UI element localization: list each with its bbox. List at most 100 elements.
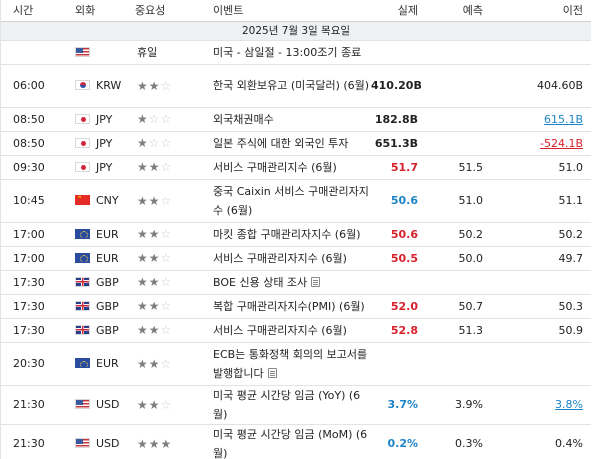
currency-code: USD xyxy=(96,437,120,450)
event-time: 08:50 xyxy=(1,131,63,156)
event-name[interactable]: 미국 평균 시간당 임금 (YoY) (6월) xyxy=(213,388,361,421)
event-cell[interactable]: 마킷 종합 구매관리자지수 (6월) xyxy=(201,222,371,247)
document-icon[interactable] xyxy=(311,276,321,287)
event-name[interactable]: BOE 신용 상태 조사 xyxy=(213,275,308,289)
star-empty-icon: ☆ xyxy=(160,323,173,337)
currency-code: JPY xyxy=(96,112,113,126)
event-cell[interactable]: 미국 평균 시간당 임금 (YoY) (6월) xyxy=(201,385,371,425)
event-cell[interactable]: 일본 주식에 대한 외국인 투자 xyxy=(201,131,371,156)
actual-value: 52.8 xyxy=(371,318,426,343)
previous-value[interactable]: 3.8% xyxy=(555,398,583,411)
document-icon[interactable] xyxy=(267,367,277,378)
star-filled-icon: ★ xyxy=(137,323,149,337)
event-name[interactable]: 마킷 종합 구매관리자지수 (6월) xyxy=(213,227,361,241)
event-name[interactable]: 외국채권매수 xyxy=(213,112,274,126)
star-filled-icon: ★ xyxy=(148,436,161,451)
previous-cell xyxy=(491,40,591,65)
table-row[interactable]: 06:00 KRW ★★☆ 한국 외환보유고 (미국달러) (6월) 410.20B 40… xyxy=(1,64,591,108)
event-time: 17:30 xyxy=(1,318,63,343)
event-name[interactable]: 복합 구매관리자지수(PMI) (6월) xyxy=(213,299,365,313)
table-row[interactable]: 17:30 GBP ★★☆ 서비스 구매관리자지수 (6월) 52.8 51.3 50.9 xyxy=(1,318,591,343)
event-cell[interactable]: 미국 - 삼일절 - 13:00조기 종료 xyxy=(201,40,371,65)
header-actual[interactable]: 실제 xyxy=(371,0,426,22)
event-name[interactable]: 중국 Caixin 서비스 구매관리자지수 (6월) xyxy=(213,184,369,217)
previous-value[interactable]: -524.1B xyxy=(539,136,583,150)
header-currency[interactable]: 외화 xyxy=(63,0,123,22)
event-cell[interactable]: 중국 Caixin 서비스 구매관리자지수 (6월) xyxy=(201,179,371,223)
currency-cell: GBP xyxy=(63,294,123,319)
table-row[interactable]: 21:30 USD ★★☆ 미국 평균 시간당 임금 (YoY) (6월) 3.7% 3.… xyxy=(1,385,591,425)
importance-cell: ★★☆ xyxy=(123,246,201,271)
us-flag-icon xyxy=(75,46,90,57)
previous-value[interactable]: 615.1B xyxy=(543,112,583,126)
importance-cell: 휴일 xyxy=(123,40,201,65)
previous-value: 50.9 xyxy=(558,323,584,337)
table-row[interactable]: 08:50 JPY ★☆☆ 외국채권매수 182.8B 615.1B xyxy=(1,107,591,132)
table-row[interactable]: 17:00 EUR ★★☆ 서비스 구매관리자지수 (6월) 50.5 50.0 49.7 xyxy=(1,246,591,271)
header-event[interactable]: 이벤트 xyxy=(201,0,371,22)
currency-cell: CNY xyxy=(63,179,123,223)
event-cell[interactable]: ECB는 통화정책 회의의 보고서를 발행합니다 xyxy=(201,342,371,386)
event-name[interactable]: 서비스 구매관리자지수 (6월) xyxy=(213,251,347,265)
actual-value xyxy=(371,342,426,386)
gb-flag-icon xyxy=(75,300,90,311)
header-previous[interactable]: 이전 xyxy=(491,0,591,22)
importance-stars: ★☆☆ xyxy=(137,112,172,126)
actual-value: 0.2% xyxy=(371,424,426,459)
event-name[interactable]: 서비스 구매관리자지수 (6월) xyxy=(213,323,347,337)
currency-code: EUR xyxy=(96,357,119,370)
importance-stars: ★★☆ xyxy=(137,299,172,313)
header-time[interactable]: 시간 xyxy=(1,0,63,22)
event-cell[interactable]: 서비스 구매관리자지수 (6월) xyxy=(201,318,371,343)
event-name[interactable]: 서비스 구매관리지수 (6월) xyxy=(213,160,337,174)
actual-value: 182.8B xyxy=(371,107,426,132)
header-importance[interactable]: 중요성 xyxy=(123,0,201,22)
event-cell[interactable]: 복합 구매관리자지수(PMI) (6월) xyxy=(201,294,371,319)
currency-code: USD xyxy=(96,398,120,411)
importance-text: 휴일 xyxy=(137,46,158,59)
table-row[interactable]: 17:00 EUR ★★☆ 마킷 종합 구매관리자지수 (6월) 50.6 50.2 50.… xyxy=(1,222,591,247)
actual-value: 52.0 xyxy=(371,294,426,319)
event-name[interactable]: 일본 주식에 대한 외국인 투자 xyxy=(213,136,349,150)
table-row[interactable]: 08:50 JPY ★☆☆ 일본 주식에 대한 외국인 투자 651.3B -524.1B xyxy=(1,131,591,156)
previous-value: 0.4% xyxy=(555,437,583,450)
previous-cell: 49.7 xyxy=(491,246,591,271)
star-empty-icon: ☆ xyxy=(160,193,173,208)
event-name[interactable]: 미국 - 삼일절 - 13:00조기 종료 xyxy=(213,45,362,59)
table-row[interactable]: 17:30 GBP ★★☆ 복합 구매관리자지수(PMI) (6월) 52.0 50.7 5… xyxy=(1,294,591,319)
previous-cell xyxy=(491,270,591,295)
importance-stars: ★☆☆ xyxy=(137,136,172,150)
star-filled-icon: ★ xyxy=(148,299,161,313)
importance-cell: ★★☆ xyxy=(123,318,201,343)
star-filled-icon: ★ xyxy=(148,356,161,371)
star-filled-icon: ★ xyxy=(148,78,161,93)
forecast-value xyxy=(426,64,491,108)
currency-code: GBP xyxy=(96,323,119,337)
event-cell[interactable]: 서비스 구매관리자지수 (6월) xyxy=(201,246,371,271)
event-name[interactable]: 미국 평균 시간당 임금 (MoM) (6월) xyxy=(213,427,368,459)
star-filled-icon: ★ xyxy=(148,193,161,208)
actual-value: 50.6 xyxy=(371,222,426,247)
event-cell[interactable]: 외국채권매수 xyxy=(201,107,371,132)
event-name[interactable]: 한국 외환보유고 (미국달러) (6월) xyxy=(213,79,370,92)
star-empty-icon: ☆ xyxy=(160,275,173,289)
table-row[interactable]: 21:30 USD ★★★ 미국 평균 시간당 임금 (MoM) (6월) 0.2% 0.… xyxy=(1,424,591,459)
star-empty-icon: ☆ xyxy=(160,397,173,412)
table-row[interactable]: 09:30 JPY ★★☆ 서비스 구매관리지수 (6월) 51.7 51.5 51.0 xyxy=(1,155,591,180)
gb-flag-icon xyxy=(75,324,90,335)
header-forecast[interactable]: 예측 xyxy=(426,0,491,22)
table-row[interactable]: 10:45CNY★★☆중국 Caixin 서비스 구매관리자지수 (6월)50.… xyxy=(1,179,591,223)
previous-cell: 615.1B xyxy=(491,107,591,132)
event-cell[interactable]: 서비스 구매관리지수 (6월) xyxy=(201,155,371,180)
importance-cell: ★★★ xyxy=(123,424,201,459)
event-name[interactable]: ECB는 통화정책 회의의 보고서를 발행합니다 xyxy=(213,347,368,380)
table-row[interactable]: 20:30 EUR ★★☆ ECB는 통화정책 회의의 보고서를 발행합니다 xyxy=(1,342,591,386)
event-time: 10:45 xyxy=(1,179,63,223)
actual-value: 50.5 xyxy=(371,246,426,271)
eu-flag-icon xyxy=(75,358,90,368)
event-cell[interactable]: 한국 외환보유고 (미국달러) (6월) xyxy=(201,64,371,108)
event-cell[interactable]: 미국 평균 시간당 임금 (MoM) (6월) xyxy=(201,424,371,459)
table-row[interactable]: 17:30 GBP ★★☆ BOE 신용 상태 조사 xyxy=(1,270,591,295)
event-cell[interactable]: BOE 신용 상태 조사 xyxy=(201,270,371,295)
table-row[interactable]: 휴일 미국 - 삼일절 - 13:00조기 종료 xyxy=(1,40,591,65)
